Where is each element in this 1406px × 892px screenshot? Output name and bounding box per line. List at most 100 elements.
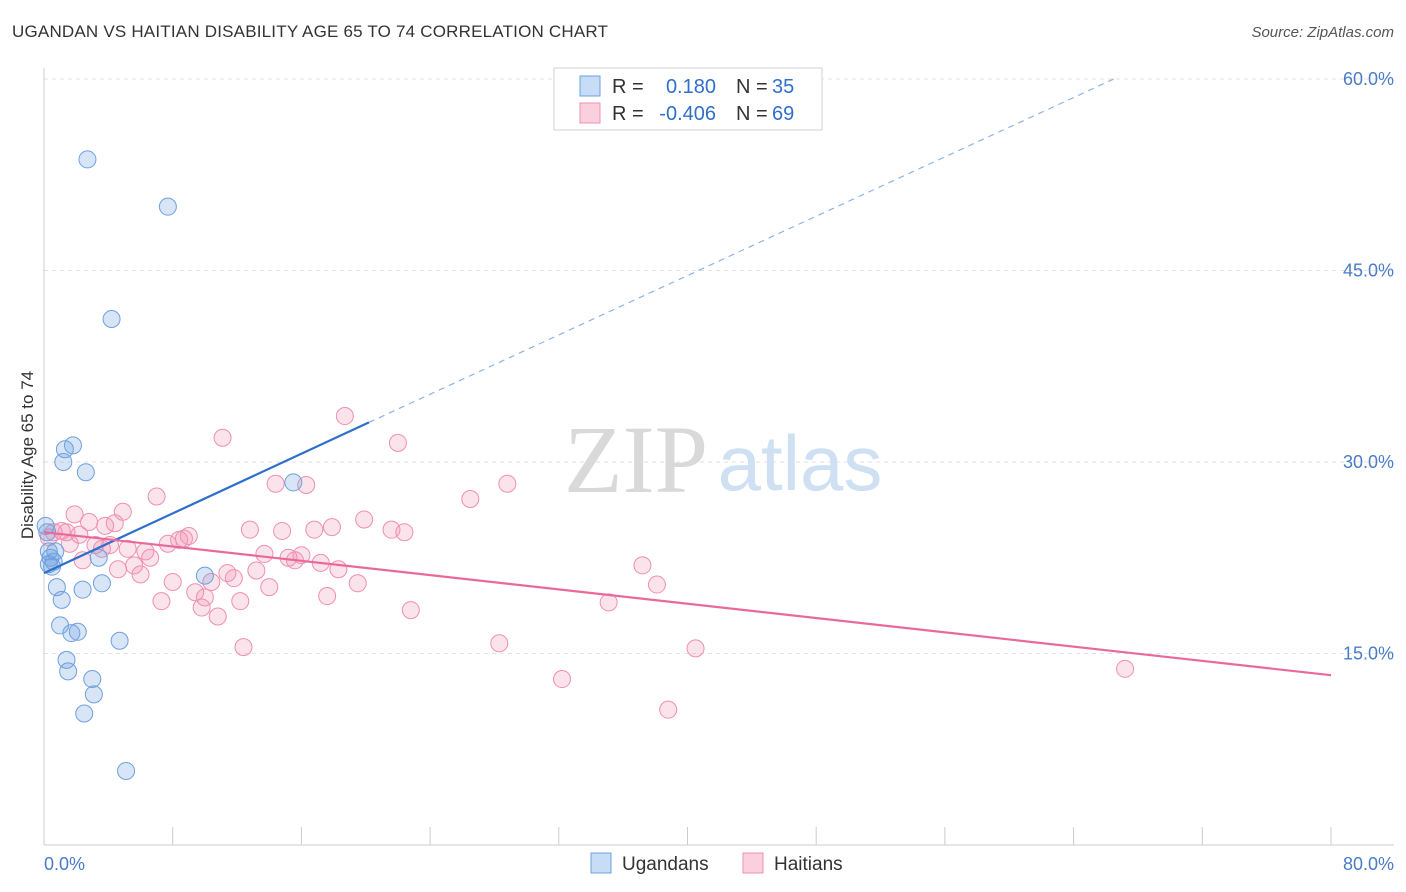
haitian-point-37 bbox=[234, 638, 253, 657]
ugandan-point-15 bbox=[62, 624, 81, 643]
ugandan-point-22 bbox=[83, 670, 102, 689]
ugandan-point-19 bbox=[75, 704, 94, 723]
haitian-point-30 bbox=[195, 588, 214, 607]
haitian-point-60 bbox=[461, 490, 480, 509]
x-tick-label-min: 0.0% bbox=[44, 854, 85, 874]
bottom-legend-swatch-haitians bbox=[742, 852, 764, 874]
legend-r-value-ugandans: 0.180 bbox=[666, 76, 716, 98]
ugandan-point-0 bbox=[36, 516, 55, 535]
ugandan-point-21 bbox=[78, 150, 97, 169]
haitian-point-41 bbox=[260, 578, 279, 597]
legend-n-label-ugandans: N = bbox=[736, 76, 768, 98]
haitian-point-29 bbox=[192, 598, 211, 617]
axes bbox=[43, 68, 1394, 846]
bottom-legend-label-ugandans: Ugandans bbox=[622, 854, 709, 875]
haitian-point-33 bbox=[213, 428, 232, 447]
y-tick-label-60: 60.0% bbox=[1343, 69, 1394, 89]
legend-n-value-ugandans: 35 bbox=[772, 76, 794, 98]
ugandan-point-7 bbox=[46, 542, 65, 561]
trend-lines bbox=[43, 78, 1332, 677]
haitians-points bbox=[39, 407, 1135, 719]
haitian-point-58 bbox=[395, 523, 414, 542]
haitian-point-65 bbox=[633, 556, 652, 575]
haitian-point-27 bbox=[179, 527, 198, 546]
haitian-point-42 bbox=[266, 474, 285, 493]
haitian-point-62 bbox=[498, 474, 517, 493]
ugandan-point-30 bbox=[195, 566, 214, 585]
ugandans-points bbox=[36, 150, 303, 780]
haitian-point-66 bbox=[647, 575, 666, 594]
ugandan-point-25 bbox=[92, 574, 111, 593]
haitian-point-59 bbox=[401, 601, 420, 620]
series-legend: Ugandans Haitians bbox=[590, 852, 843, 875]
haitian-point-5 bbox=[65, 505, 84, 524]
haitian-point-61 bbox=[490, 634, 509, 653]
ugandans-trend-extension bbox=[368, 78, 1115, 423]
haitian-point-48 bbox=[305, 520, 324, 539]
ugandan-point-10 bbox=[52, 590, 71, 609]
ugandan-point-20 bbox=[76, 463, 95, 482]
ugandan-point-27 bbox=[110, 631, 129, 650]
haitian-point-28 bbox=[186, 583, 205, 602]
ugandan-point-28 bbox=[117, 761, 136, 780]
legend-swatch-ugandans bbox=[579, 75, 601, 97]
haitian-point-38 bbox=[240, 520, 259, 539]
ugandan-point-23 bbox=[84, 685, 103, 704]
ugandan-point-29 bbox=[158, 197, 177, 216]
ugandan-point-31 bbox=[284, 473, 303, 492]
haitian-point-53 bbox=[335, 407, 354, 426]
bottom-legend-label-haitians: Haitians bbox=[774, 854, 843, 875]
legend-n-label-haitians: N = bbox=[736, 103, 768, 125]
haitian-point-22 bbox=[152, 592, 171, 611]
haitian-point-36 bbox=[231, 592, 250, 611]
haitian-point-68 bbox=[686, 639, 705, 658]
haitians-trend-line bbox=[43, 531, 1332, 677]
haitian-point-35 bbox=[224, 569, 243, 588]
haitian-point-55 bbox=[355, 510, 374, 529]
haitian-point-18 bbox=[131, 565, 150, 584]
haitian-point-51 bbox=[322, 518, 341, 537]
legend-r-label-haitians: R = bbox=[612, 103, 644, 125]
y-tick-label-15: 15.0% bbox=[1343, 644, 1394, 664]
gridlines bbox=[44, 78, 1394, 654]
ugandan-point-18 bbox=[73, 580, 92, 599]
legend-swatch-haitians bbox=[579, 102, 601, 124]
haitian-point-20 bbox=[141, 548, 160, 567]
haitian-point-50 bbox=[318, 587, 337, 606]
haitian-point-17 bbox=[125, 556, 144, 575]
haitian-point-8 bbox=[80, 513, 99, 532]
source-label: Source: ZipAtlas.com bbox=[1251, 24, 1394, 41]
haitian-point-54 bbox=[348, 574, 367, 593]
ugandan-point-26 bbox=[102, 310, 121, 329]
bottom-legend-swatch-ugandans bbox=[590, 852, 612, 874]
y-axis-label: Disability Age 65 to 74 bbox=[18, 371, 37, 539]
haitian-point-31 bbox=[202, 573, 221, 592]
watermark: ZIP atlas bbox=[564, 406, 882, 513]
haitian-point-14 bbox=[109, 560, 128, 579]
ugandans-trend-line bbox=[43, 421, 370, 575]
legend-r-value-haitians: -0.406 bbox=[659, 103, 716, 125]
stats-legend: R = 0.180 N = 35 R = -0.406 N = 69 bbox=[553, 67, 823, 131]
haitian-point-63 bbox=[553, 670, 572, 689]
ugandan-point-2 bbox=[39, 542, 58, 561]
haitian-point-57 bbox=[388, 433, 407, 452]
ugandan-point-24 bbox=[89, 548, 108, 567]
y-tick-label-30: 30.0% bbox=[1343, 452, 1394, 472]
ugandan-point-13 bbox=[57, 650, 76, 669]
legend-n-value-haitians: 69 bbox=[772, 103, 794, 125]
haitian-point-67 bbox=[659, 700, 678, 719]
legend-r-label-ugandans: R = bbox=[612, 76, 644, 98]
chart-title: UGANDAN VS HAITIAN DISABILITY AGE 65 TO … bbox=[12, 22, 609, 41]
y-tick-label-45: 45.0% bbox=[1343, 261, 1394, 281]
haitian-point-69 bbox=[1116, 659, 1135, 678]
haitian-point-32 bbox=[208, 607, 227, 626]
haitian-point-15 bbox=[113, 502, 132, 521]
haitian-point-43 bbox=[273, 521, 292, 540]
haitian-point-24 bbox=[163, 573, 182, 592]
tick-labels: 15.0% 30.0% 45.0% 60.0% 0.0% 80.0% bbox=[44, 69, 1394, 874]
ugandan-point-14 bbox=[59, 662, 78, 681]
haitian-point-23 bbox=[158, 534, 177, 553]
ugandan-point-16 bbox=[63, 436, 82, 455]
haitian-point-40 bbox=[255, 544, 274, 563]
